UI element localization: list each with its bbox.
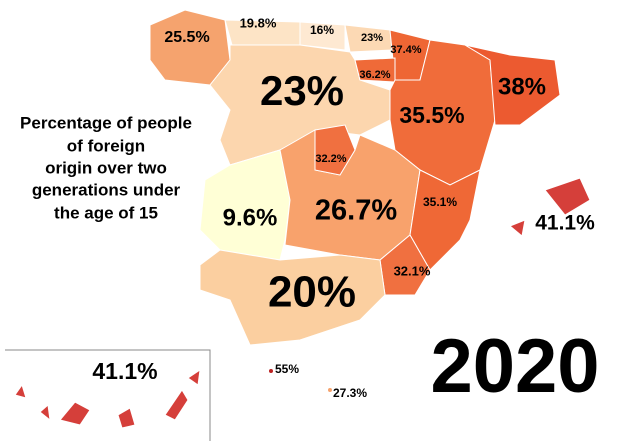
region-label: 25.5%	[164, 29, 209, 46]
region-label: 32.1%	[394, 263, 431, 278]
balearic-islands	[544, 177, 591, 216]
region-label: 19.8%	[240, 15, 277, 30]
island	[14, 383, 27, 399]
island	[164, 389, 189, 421]
andalusia	[199, 249, 386, 346]
inset-border	[5, 349, 211, 441]
melilla	[328, 388, 332, 392]
island	[187, 368, 201, 386]
region-label: 37.4%	[390, 44, 421, 56]
title-line: origin over two	[45, 158, 167, 177]
region-label: 23%	[361, 32, 383, 44]
region-label: 35.1%	[423, 195, 457, 209]
cantabria	[299, 21, 346, 51]
regions	[149, 9, 591, 392]
region-label: 9.6%	[223, 204, 278, 231]
region-label: 27.3%	[333, 386, 367, 400]
region-label: 55%	[275, 362, 299, 376]
region-label: 23%	[260, 67, 344, 114]
island	[39, 404, 51, 422]
region-label: 32.2%	[315, 153, 346, 165]
madrid	[314, 124, 356, 176]
island	[59, 401, 91, 426]
title: Percentage of people of foreign origin o…	[20, 113, 192, 222]
galicia	[149, 9, 231, 86]
region-label: 41.1%	[92, 358, 157, 384]
extremadura	[199, 149, 291, 261]
region-label: 20%	[268, 268, 356, 317]
title-line: the age of 15	[54, 203, 158, 222]
region-label: 26.7%	[315, 195, 397, 227]
catalonia	[464, 44, 561, 126]
region-label: 41.1%	[535, 212, 595, 235]
balearic-islands	[509, 219, 526, 237]
island	[117, 407, 136, 429]
region-label: 36.2%	[359, 69, 390, 81]
region-label: 16%	[310, 23, 334, 37]
region-label: 35.5%	[399, 102, 464, 128]
canary-islands-inset	[5, 349, 211, 441]
title-line: Percentage of people	[20, 113, 192, 132]
ceuta	[269, 369, 273, 373]
region-label: 38%	[498, 73, 546, 100]
title-line: of foreign	[67, 136, 145, 155]
region-labels: 25.5% 19.8% 16% 23% 37.4% 36.2% 23% 35.5…	[92, 15, 595, 400]
title-line: generations under	[32, 180, 181, 199]
year: 2020	[430, 324, 599, 409]
